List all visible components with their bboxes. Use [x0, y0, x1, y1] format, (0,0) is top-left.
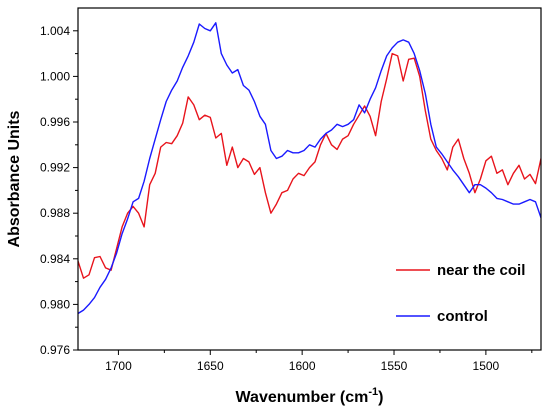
- series-line-2: [78, 22, 541, 315]
- x-tick-label: 1550: [381, 359, 408, 373]
- y-tick-label: 0.992: [40, 161, 70, 175]
- plot-frame: [77, 7, 542, 351]
- x-axis-title-main: Wavenumber (cm: [236, 389, 369, 406]
- y-tick-label: 1.004: [40, 24, 70, 38]
- x-axis-title-close: ): [378, 389, 383, 406]
- y-tick-label: 0.976: [40, 343, 70, 357]
- y-tick-label: 1.000: [40, 69, 70, 83]
- x-tick-label: 1700: [105, 359, 132, 373]
- legend-label-2: control: [437, 308, 488, 325]
- x-tick-label: 1650: [197, 359, 224, 373]
- series-line-1: [78, 52, 541, 279]
- series-layer: [78, 22, 541, 315]
- y-tick-label: 0.996: [40, 115, 70, 129]
- y-tick-label: 0.988: [40, 206, 70, 220]
- x-axis-title-superscript: -1: [368, 386, 378, 398]
- x-axis-title: Wavenumber (cm-1): [236, 386, 384, 406]
- legend-label-1: near the coil: [437, 262, 525, 279]
- x-axis-ticks: 1700 1650 1600 1550 1500: [105, 350, 533, 373]
- y-tick-label: 0.984: [40, 252, 70, 266]
- y-axis-ticks: 0.976 0.980 0.984 0.988 0.992 0.996 1.000 1.004: [40, 24, 78, 357]
- x-tick-label: 1600: [289, 359, 316, 373]
- y-axis-title: Absorbance Units: [6, 110, 23, 247]
- x-tick-label: 1500: [473, 359, 500, 373]
- legend: near the coil control: [396, 262, 525, 325]
- y-tick-label: 0.980: [40, 297, 70, 311]
